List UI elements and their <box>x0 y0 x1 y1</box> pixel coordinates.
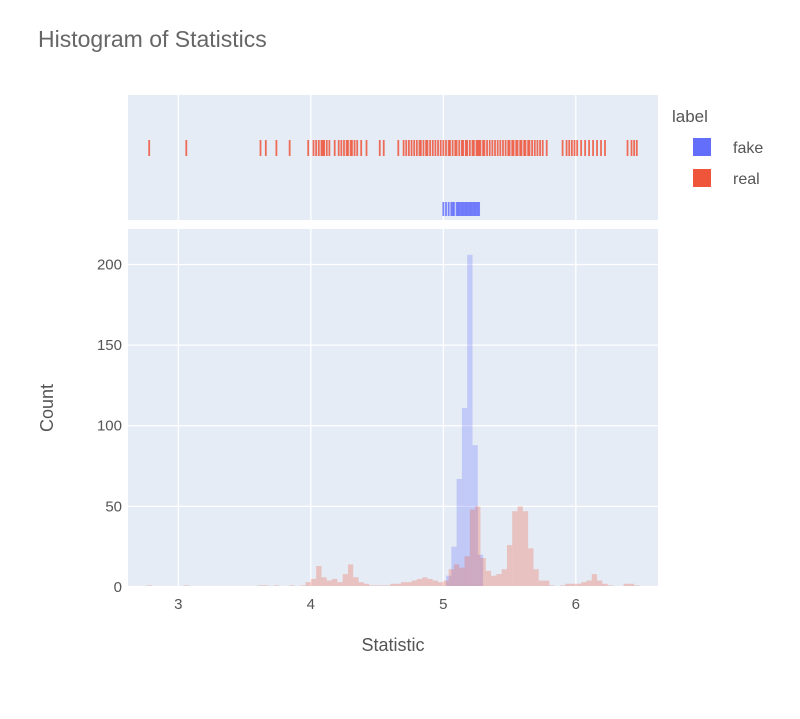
y-tick-label: 100 <box>97 418 122 435</box>
histogram-bar-real <box>363 583 370 587</box>
legend-title: label <box>672 107 708 126</box>
legend-label-fake: fake <box>733 140 763 157</box>
histogram-bar-real <box>432 580 439 587</box>
rug-panel-background <box>128 95 658 220</box>
histogram-bar-real <box>602 583 608 587</box>
y-tick-label: 200 <box>97 256 122 273</box>
histogram-bar-real <box>480 557 486 587</box>
y-tick-label: 0 <box>114 579 122 596</box>
histogram-bar-real <box>501 569 507 587</box>
x-axis-title: Statistic <box>361 635 424 655</box>
x-tick-label: 4 <box>307 596 315 613</box>
x-tick-label: 6 <box>572 596 580 613</box>
histogram-bar-real <box>321 577 327 587</box>
histogram-bar-real <box>517 506 523 587</box>
chart-title: Histogram of Statistics <box>38 26 267 52</box>
legend-label-real: real <box>733 171 760 188</box>
histogram-bar-real <box>544 580 550 587</box>
histogram-bar-fake <box>456 478 462 587</box>
histogram-bar-real <box>491 575 497 587</box>
histogram-bar-real <box>400 582 407 587</box>
histogram-bar-fake <box>477 554 484 587</box>
histogram-bar-real <box>347 564 354 587</box>
histogram-bar-real <box>453 564 460 587</box>
histogram-bar-real <box>353 577 359 587</box>
histogram-bar-real <box>538 580 545 587</box>
histogram-bar-real <box>512 511 518 587</box>
histogram-bar-real <box>332 578 338 587</box>
histogram-bar-fake <box>472 445 478 587</box>
histogram-bar-real <box>422 577 428 587</box>
histogram-bar-real <box>406 582 412 587</box>
x-tick-label: 5 <box>439 596 447 613</box>
histogram-bar-real <box>475 506 481 587</box>
y-axis-title: Count <box>37 384 57 432</box>
histogram-bar-real <box>565 583 571 587</box>
histogram-bar-real <box>416 578 423 587</box>
histogram-bar-real <box>597 580 603 587</box>
legend-swatch-real <box>693 169 711 187</box>
histogram-bar-real <box>506 545 513 587</box>
histogram-bar-real <box>485 570 492 587</box>
histogram-bar-real <box>326 580 333 587</box>
histogram-bar-real <box>438 582 444 587</box>
histogram-bar-real <box>464 556 470 587</box>
y-tick-label: 150 <box>97 337 122 354</box>
x-tick-label: 3 <box>174 596 182 613</box>
histogram-bar-real <box>305 582 311 587</box>
histogram-bar-real <box>591 574 598 587</box>
histogram-bar-real <box>628 583 635 587</box>
histogram-bar-real <box>390 583 396 587</box>
histogram-bar-real <box>358 582 364 587</box>
histogram-bar-real <box>469 509 476 587</box>
histogram-bar-real <box>581 582 587 587</box>
histogram-bar-real <box>570 583 576 587</box>
histogram-bar-real <box>411 580 417 587</box>
histogram-bar-real <box>427 578 433 587</box>
histogram-bar-real <box>533 569 539 587</box>
histogram-bar-real <box>342 574 348 587</box>
histogram-bar-real <box>448 569 454 587</box>
histogram-bar-real <box>575 583 582 587</box>
histogram-bar-real <box>522 511 529 587</box>
plot-area-background <box>128 229 658 587</box>
histogram-bar-fake <box>467 254 473 587</box>
histogram-bar-real <box>443 580 449 587</box>
histogram-bar-real <box>316 566 322 587</box>
histogram-bar-real <box>623 583 629 587</box>
histogram-bar-real <box>496 574 502 587</box>
histogram-bar-real <box>310 578 317 587</box>
histogram-bar-real <box>528 548 534 587</box>
histogram-bar-real <box>395 583 401 587</box>
histogram-bar-real <box>459 567 465 587</box>
histogram-bar-real <box>586 580 592 587</box>
y-tick-label: 50 <box>105 498 122 515</box>
histogram-bar-real <box>337 582 343 587</box>
histogram-bar-fake <box>446 575 452 587</box>
histogram-bar-fake <box>451 546 457 587</box>
legend-swatch-fake <box>693 138 711 156</box>
histogram-bar-fake <box>461 408 468 587</box>
